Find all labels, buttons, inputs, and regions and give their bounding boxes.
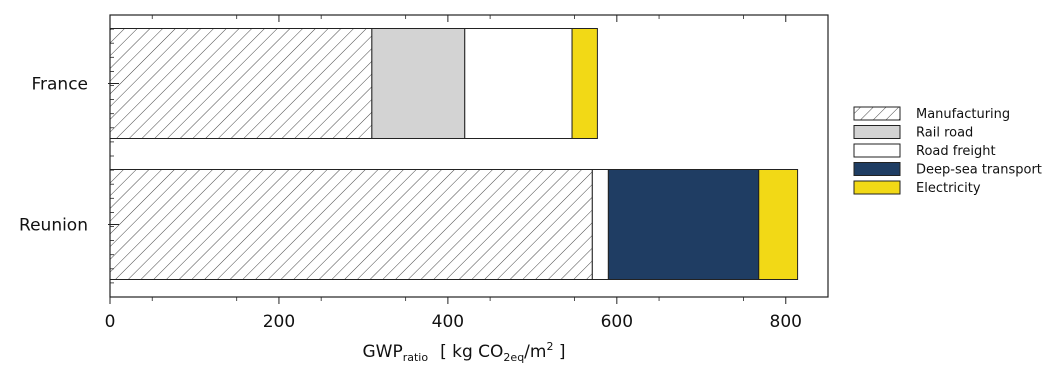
bar-segment-reunion-road-freight [591, 169, 609, 280]
x-tick-label: 400 [432, 312, 464, 332]
bar-segment-france-rail-road [371, 28, 466, 139]
legend-label: Rail road [916, 126, 973, 141]
x-axis-title-unit-sub1: 2 [503, 351, 510, 363]
x-tick-label: 800 [770, 312, 802, 332]
bar-segment-france-electricity [571, 28, 598, 139]
x-axis-title-unit-mid: /m [524, 342, 546, 362]
x-axis-title-unit-open: [ kg CO [440, 342, 503, 362]
legend-swatch [853, 106, 901, 121]
legend-swatch [853, 180, 901, 195]
legend-swatch [853, 143, 901, 158]
x-tick-label: 200 [263, 312, 295, 332]
x-tick-label: 600 [601, 312, 633, 332]
legend-label: Manufacturing [916, 107, 1010, 122]
bar-segment-reunion-deep-sea-transport [607, 169, 760, 280]
legend-swatch [853, 125, 901, 139]
bars-layer [109, 28, 799, 280]
bar-segment-reunion-manufacturing [109, 169, 593, 280]
x-axis-title-unit-sup: 2 [546, 340, 553, 353]
x-axis-title-sub: ratio [403, 351, 429, 363]
x-tick-label: 0 [105, 312, 116, 332]
legend: Manufacturing Rail road Road freight Deep-s… [853, 106, 1042, 196]
legend-label: Electricity [916, 181, 981, 196]
legend-label: Deep-sea transport [916, 163, 1042, 178]
legend-swatch [853, 162, 901, 176]
bar-segment-france-manufacturing [109, 28, 373, 139]
x-axis-title: GWPratio[ kg CO2eq/m2 ] [362, 340, 565, 363]
bar-segment-france-road-freight [464, 28, 573, 139]
legend-label: Road freight [916, 144, 996, 159]
x-axis-title-unit-sub2: eq [510, 351, 524, 363]
x-axis-title-unit-close: ] [553, 342, 565, 362]
y-tick-label: Reunion [19, 216, 88, 236]
axis-ticks: France Reunion 0 200 400 600 800 [19, 15, 802, 332]
y-tick-label: France [31, 75, 88, 95]
x-axis-title-main: GWP [362, 342, 402, 362]
bar-segment-reunion-electricity [758, 169, 799, 280]
